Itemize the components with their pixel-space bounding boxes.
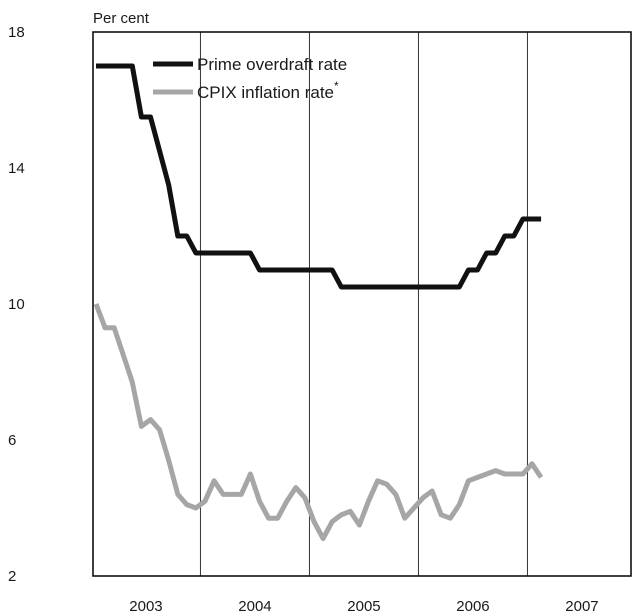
y-tick-label: 10: [8, 296, 25, 313]
x-tick-label: 2003: [129, 598, 162, 615]
y-tick-label: 6: [8, 432, 16, 449]
series-line-cpix-inflation-rate: [93, 303, 544, 542]
series-line-prime-overdraft-rate: [96, 63, 542, 290]
y-tick-label: 18: [8, 24, 25, 41]
y-axis-title: Per cent: [93, 10, 150, 27]
gridlines: [199, 32, 528, 576]
plot-frame: [92, 31, 632, 577]
legend-label-prime: Prime overdraft rate: [197, 55, 347, 74]
legend: Prime overdraft rate CPIX inflation rate…: [153, 55, 347, 102]
series-lines: [93, 63, 544, 542]
legend-label-cpix-text: CPIX inflation rate: [197, 83, 334, 102]
x-tick-label: 2007: [565, 598, 598, 615]
y-tick-label: 2: [8, 568, 16, 585]
legend-label-cpix: CPIX inflation rate*: [197, 79, 339, 102]
x-tick-labels: 2003 2004 2005 2006 2007: [129, 598, 598, 615]
x-tick-label: 2004: [238, 598, 271, 615]
x-tick-label: 2006: [456, 598, 489, 615]
x-tick-label: 2005: [347, 598, 380, 615]
legend-footnote-mark: *: [334, 79, 339, 93]
y-tick-labels: 18 14 10 6 2: [8, 24, 25, 585]
y-tick-label: 14: [8, 160, 25, 177]
